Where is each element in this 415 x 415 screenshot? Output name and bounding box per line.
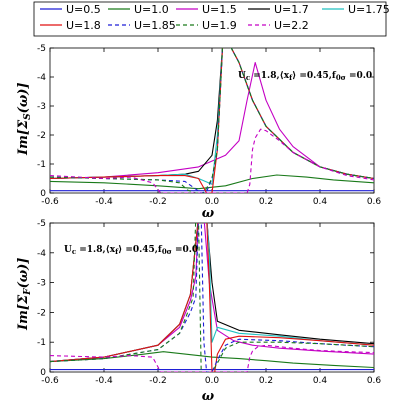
bottom-series-U-1-5 bbox=[50, 223, 374, 363]
bottom-xlabel: ω bbox=[202, 389, 215, 404]
top-xtick-label: -0.2 bbox=[149, 197, 167, 207]
legend-label: U=1.5 bbox=[202, 3, 237, 16]
top-xtick-label: -0.6 bbox=[41, 197, 59, 207]
bottom-xtick-label: 0.4 bbox=[313, 376, 328, 386]
bottom-ytick-label: 0 bbox=[40, 368, 46, 378]
top-series-U-2-2 bbox=[50, 128, 374, 193]
bottom-xtick-label: 0.0 bbox=[205, 376, 220, 386]
top-xtick-label: 0.2 bbox=[259, 197, 273, 207]
bottom-annotation: Uc =1.8,⟨xf⟩ =0.45,f0σ =0.0 bbox=[64, 245, 198, 256]
top-panel: -0.6 -0.4 -0.2 0.0 0.2 0.4 0.6 0 -1 -2 -3 -4 -5 Im[Σ… bbox=[16, 44, 382, 221]
bottom-xtick-label: -0.6 bbox=[41, 376, 59, 386]
top-ytick-label: -2 bbox=[37, 131, 46, 141]
top-ylabel: Im[ΣS(ω)] bbox=[16, 82, 33, 156]
top-series-U-1-0 bbox=[50, 174, 374, 190]
top-ytick-label: -1 bbox=[37, 160, 46, 170]
bottom-panel: -0.6 -0.4 -0.2 0.0 0.2 0.4 0.6 0 -1 -2 -3 -4 -5 Im[Σ… bbox=[16, 219, 382, 404]
top-xlabel: ω bbox=[202, 206, 215, 221]
bottom-ytick-label: -3 bbox=[37, 279, 46, 289]
top-annotation: Uc =1.8,⟨xf⟩ =0.45,f0σ =0.0 bbox=[238, 71, 372, 82]
legend-label: U=1.8 bbox=[66, 19, 101, 32]
top-ytick-label: -5 bbox=[37, 44, 46, 54]
top-xtick-label: 0.4 bbox=[313, 197, 328, 207]
legend-label: U=1.85 bbox=[134, 19, 176, 32]
top-ytick-label: -3 bbox=[37, 102, 46, 112]
legend-label: U=1.0 bbox=[134, 3, 169, 16]
bottom-xtick-label: -0.2 bbox=[149, 376, 167, 386]
legend: U=0.5 U=1.0 U=1.5 U=1.7 U=1.75 U=1.8 U=1.85 U=1… bbox=[33, 1, 390, 37]
bottom-ylabel: Im[ΣF(ω)] bbox=[16, 258, 33, 331]
top-series-U-1-9 bbox=[50, 48, 374, 193]
legend-frame bbox=[33, 1, 387, 37]
top-xtick-label: 0.6 bbox=[367, 197, 382, 207]
bottom-ytick-label: -4 bbox=[37, 249, 46, 259]
bottom-series-U-2-2 bbox=[50, 344, 374, 372]
bottom-xtick-label: -0.4 bbox=[95, 376, 113, 386]
bottom-xtick-label: 0.2 bbox=[259, 376, 273, 386]
legend-label: U=0.5 bbox=[66, 3, 101, 16]
bottom-ytick-label: -5 bbox=[37, 219, 46, 229]
top-plot-frame bbox=[49, 47, 375, 194]
legend-label: U=1.75 bbox=[348, 3, 390, 16]
top-ytick-label: -4 bbox=[37, 73, 46, 83]
bottom-ytick-label: -1 bbox=[37, 338, 46, 348]
bottom-series-U-1-8 bbox=[50, 223, 374, 372]
top-ytick-label: 0 bbox=[40, 189, 46, 199]
bottom-ytick-label: -2 bbox=[37, 308, 46, 318]
top-series-U-1-5 bbox=[50, 61, 374, 180]
bottom-xtick-label: 0.6 bbox=[367, 376, 382, 386]
top-xtick-label: 0.0 bbox=[205, 197, 220, 207]
bottom-series-U-1-9 bbox=[50, 223, 374, 372]
top-xtick-label: -0.4 bbox=[95, 197, 113, 207]
legend-label: U=1.7 bbox=[274, 3, 309, 16]
legend-label: U=2.2 bbox=[274, 19, 309, 32]
legend-label: U=1.9 bbox=[202, 19, 237, 32]
